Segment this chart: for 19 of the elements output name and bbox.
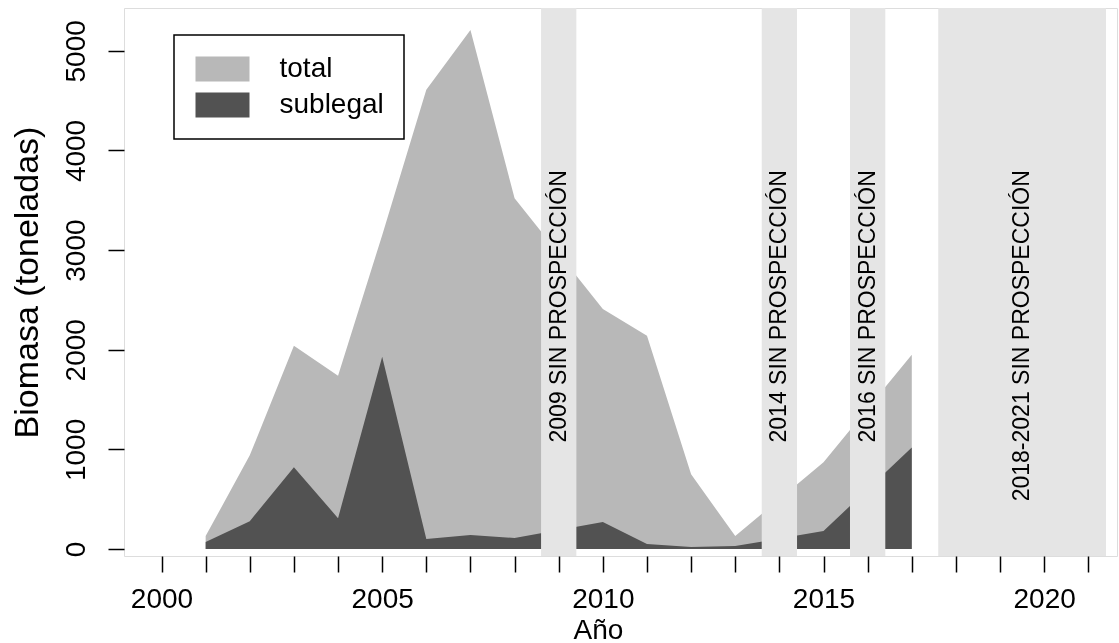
band-label: 2009 SIN PROSPECCIÓN (544, 170, 571, 443)
band-label: 2016 SIN PROSPECCIÓN (853, 170, 880, 443)
legend-label: total (279, 52, 333, 83)
y-tick-label: 1000 (59, 418, 91, 482)
x-tick-label: 2005 (351, 582, 414, 614)
y-tick-label: 0 (59, 541, 91, 558)
y-tick-label: 5000 (59, 20, 91, 83)
x-tick-label: 2020 (1013, 582, 1076, 614)
x-tick-label: 2000 (130, 582, 194, 614)
band-label: 2014 SIN PROSPECCIÓN (765, 170, 792, 443)
y-axis-title: Biomasa (toneladas) (6, 126, 45, 439)
x-tick-label: 2015 (792, 582, 856, 614)
band-label: 2018-2021 SIN PROSPECCIÓN (1008, 170, 1035, 502)
y-tick-label: 3000 (59, 219, 91, 282)
x-tick-label: 2010 (572, 582, 635, 614)
y-tick-label: 2000 (59, 319, 91, 382)
y-tick-label: 4000 (59, 119, 91, 183)
legend-label: sublegal (279, 88, 384, 119)
x-axis-title: Año (573, 613, 624, 643)
